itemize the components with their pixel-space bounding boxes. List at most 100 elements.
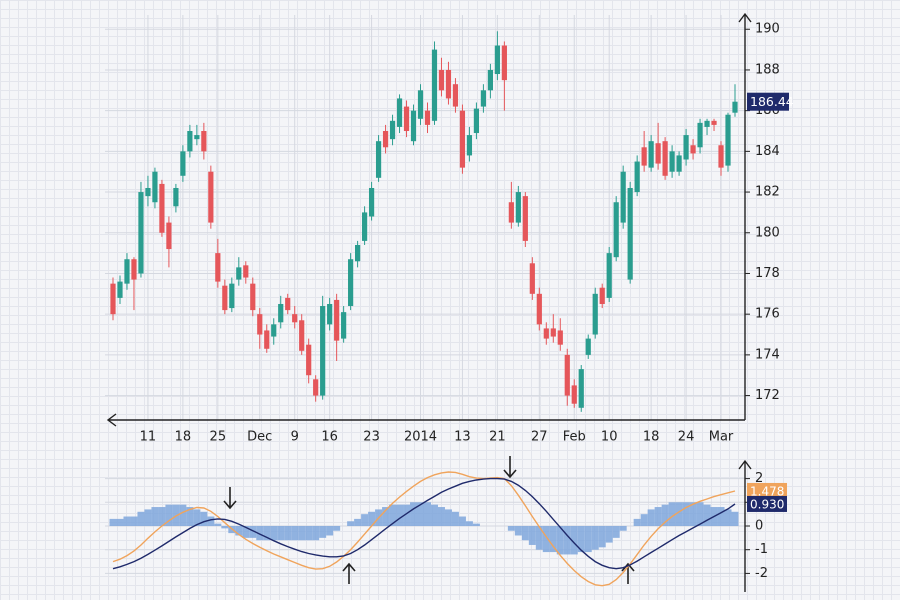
grid [105, 15, 745, 574]
histogram-bar [675, 502, 683, 526]
candle-body [229, 283, 235, 309]
candle-body [515, 192, 521, 223]
candle-body [634, 161, 640, 193]
candle-body [173, 187, 179, 207]
candle-body [487, 69, 493, 91]
x-tick-label: Dec [247, 430, 272, 445]
candle-body [327, 303, 333, 325]
histogram-bar [263, 526, 271, 541]
x-tick-label: 9 [291, 430, 299, 445]
x-tick-label: 2014 [404, 430, 437, 445]
histogram-bar [109, 518, 117, 526]
candle-body [355, 244, 361, 262]
histogram-bar [116, 518, 124, 526]
histogram-bar [277, 526, 285, 541]
histogram-bar [535, 526, 543, 550]
candle-body [299, 320, 305, 351]
candle-body [592, 293, 598, 335]
histogram-bar [221, 526, 229, 529]
signal-arrow [342, 562, 356, 584]
candle-body [550, 328, 556, 337]
histogram-bar [549, 526, 557, 553]
candle-body [410, 110, 417, 142]
histogram-bar [200, 511, 208, 526]
candle-body [201, 131, 207, 152]
candle-body [117, 281, 123, 298]
y-tick-label: 188 [755, 62, 780, 77]
candle-body [494, 45, 500, 75]
histogram-bar [612, 526, 620, 538]
histogram-bar [256, 526, 264, 541]
histogram-bar [696, 502, 704, 526]
histogram-bar [410, 502, 418, 526]
x-tick-label: 10 [601, 430, 618, 445]
candle-body [648, 141, 654, 168]
histogram-bar [668, 502, 676, 526]
candle-body [320, 306, 326, 396]
candle-body [306, 344, 312, 376]
candle-body [529, 263, 535, 294]
x-tick-label: 24 [678, 430, 695, 445]
candle-body [264, 330, 270, 349]
candle-body [166, 222, 172, 250]
candle-body [403, 106, 410, 132]
x-tick-label: 18 [643, 430, 660, 445]
y-tick-label: 2 [755, 471, 763, 486]
value-tag [747, 482, 787, 499]
x-tick-label: Mar [709, 430, 734, 445]
histogram-bar [333, 526, 341, 531]
histogram-bar [158, 507, 166, 526]
candle-body [641, 147, 647, 166]
candle-body [389, 120, 396, 140]
y-tick-label: 174 [755, 347, 780, 362]
candle-body [599, 287, 605, 304]
candle-body [285, 297, 291, 311]
histogram-bar [598, 526, 606, 548]
candle-body [445, 69, 452, 99]
candle-body [222, 285, 228, 311]
value-tag-label: 1.478 [750, 484, 784, 498]
candle-body [690, 145, 696, 154]
candle-body [543, 328, 549, 339]
histogram-bar [368, 511, 376, 526]
candle-body [522, 196, 528, 241]
histogram-bar [298, 526, 306, 541]
value-tag-label: 0.930 [750, 497, 784, 511]
candle-body [564, 354, 570, 396]
x-tick-label: 25 [210, 430, 227, 445]
y-tick-label: 172 [755, 388, 780, 403]
histogram-bar [444, 509, 452, 526]
signal-arrow [503, 456, 517, 479]
candle-body [110, 283, 116, 315]
x-tick-label: 11 [140, 430, 157, 445]
candle-body [131, 259, 137, 280]
histogram-bar [242, 526, 250, 538]
candle-body [697, 122, 703, 148]
histogram-bar [570, 526, 578, 555]
candle-body [194, 135, 200, 140]
candle-body [159, 183, 165, 233]
x-tick-label: 27 [531, 430, 548, 445]
x-tick-label: 16 [321, 430, 338, 445]
histogram-bar [507, 526, 515, 531]
indicator-line [112, 477, 736, 570]
histogram-bar [731, 511, 739, 526]
histogram-bar [430, 504, 438, 526]
y-tick-label: -2 [755, 566, 768, 581]
histogram-bar [458, 516, 466, 526]
candle-body [732, 101, 738, 113]
candle-body [571, 385, 577, 404]
histogram-bar [151, 507, 159, 526]
histogram-bar [354, 518, 362, 526]
y-tick-label: 176 [755, 307, 780, 322]
histogram-bar [347, 521, 355, 526]
histogram-bar [703, 504, 711, 526]
candle-body [501, 45, 507, 81]
histogram-bar [591, 526, 599, 550]
candle-body [459, 110, 466, 168]
candle-body [145, 187, 151, 197]
candle-body [718, 145, 724, 168]
histogram-bar [605, 526, 613, 543]
